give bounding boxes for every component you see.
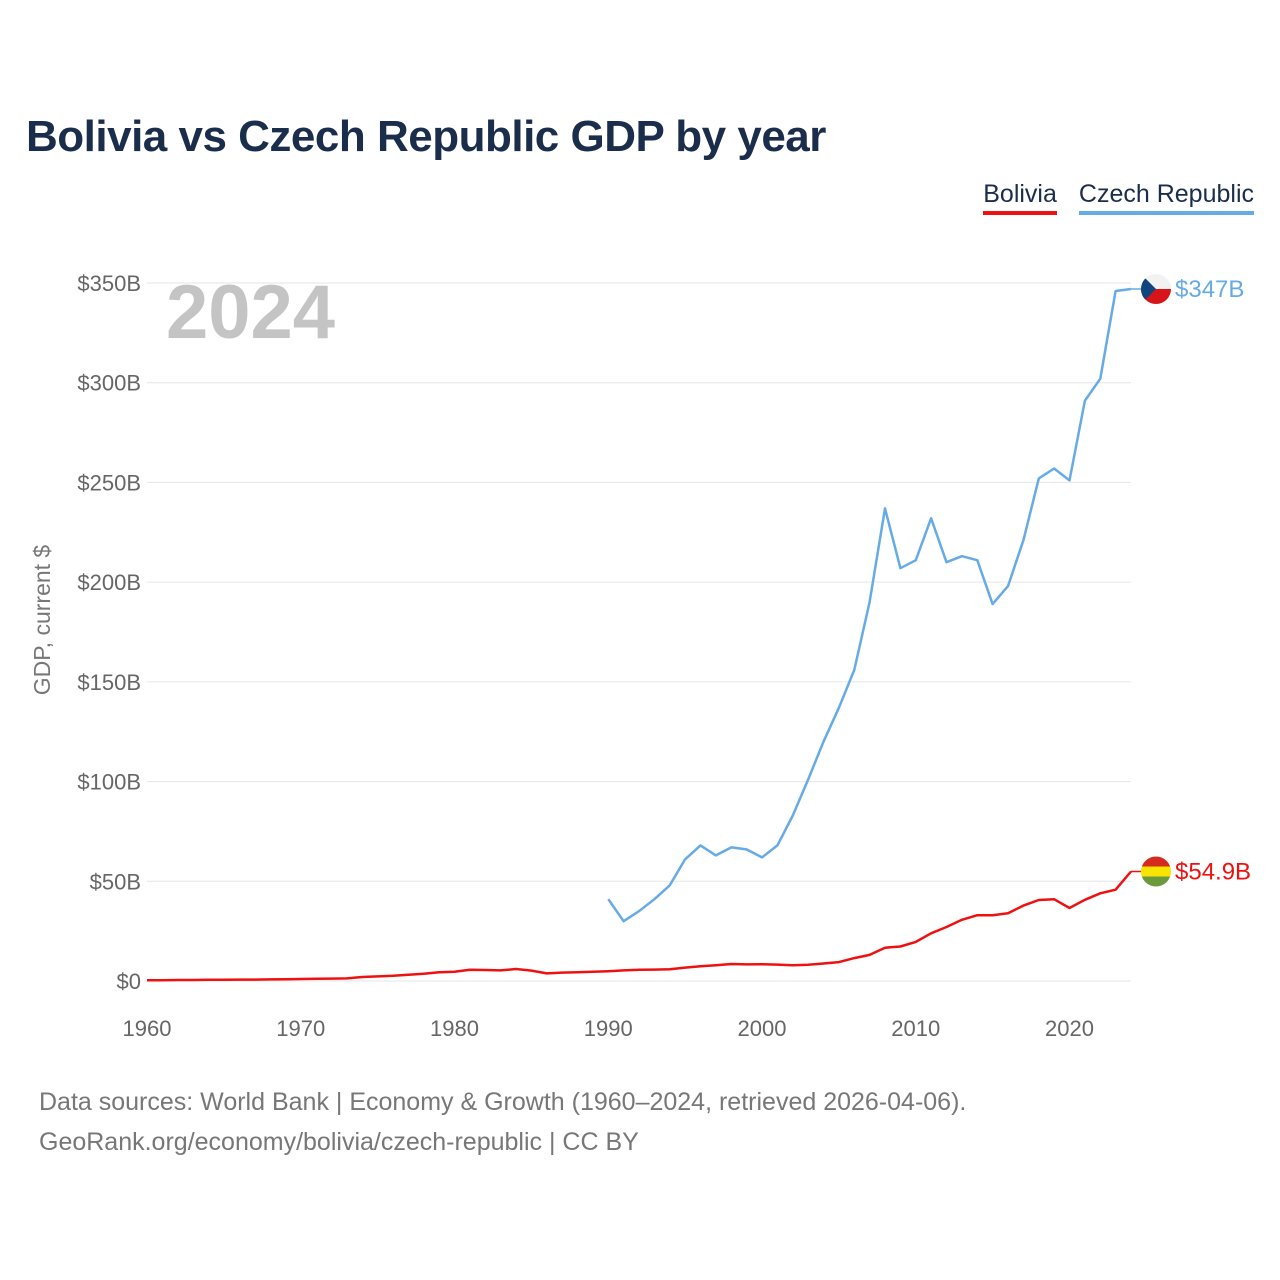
y-tick-label: $250B [77, 470, 141, 495]
flag-stripe [1141, 876, 1171, 887]
y-tick-label: $100B [77, 770, 141, 795]
legend: Bolivia Czech Republic [983, 180, 1254, 215]
legend-bolivia[interactable]: Bolivia [983, 180, 1057, 215]
x-tick-label: 2010 [891, 1016, 940, 1041]
year-watermark: 2024 [166, 270, 335, 355]
x-tick-label: 1970 [276, 1016, 325, 1041]
end-value-label: $54.9B [1175, 859, 1251, 886]
y-tick-label: $300B [77, 371, 141, 396]
chart-title: Bolivia vs Czech Republic GDP by year [26, 112, 826, 161]
bolivia-flag-icon [1141, 856, 1171, 887]
series-line-bolivia [147, 870, 1132, 982]
series-line-czech-republic [607, 287, 1132, 923]
flag-triangle [1141, 273, 1156, 304]
y-tick-label: $50B [90, 869, 141, 894]
end-value-label: $347B [1175, 276, 1244, 303]
x-tick-label: 1980 [430, 1016, 479, 1041]
flag-stripe [1141, 856, 1171, 867]
source-note: Data sources: World Bank | Economy & Gro… [39, 1082, 966, 1162]
y-tick-label: $350B [77, 271, 141, 296]
y-tick-label: $150B [77, 670, 141, 695]
y-tick-label: $0 [117, 969, 141, 994]
czech-flag-icon [1141, 273, 1171, 304]
x-tick-label: 1960 [123, 1016, 172, 1041]
y-tick-label: $200B [77, 570, 141, 595]
x-tick-label: 2000 [738, 1016, 787, 1041]
x-tick-label: 2020 [1045, 1016, 1094, 1041]
source-line-1: Data sources: World Bank | Economy & Gro… [39, 1088, 967, 1116]
y-axis-label: GDP, current $ [29, 545, 55, 696]
source-line-2: GeoRank.org/economy/bolivia/czech-republ… [39, 1128, 639, 1156]
legend-czech-republic[interactable]: Czech Republic [1078, 180, 1254, 215]
x-tick-label: 1990 [584, 1016, 633, 1041]
flag-stripe [1141, 866, 1171, 877]
